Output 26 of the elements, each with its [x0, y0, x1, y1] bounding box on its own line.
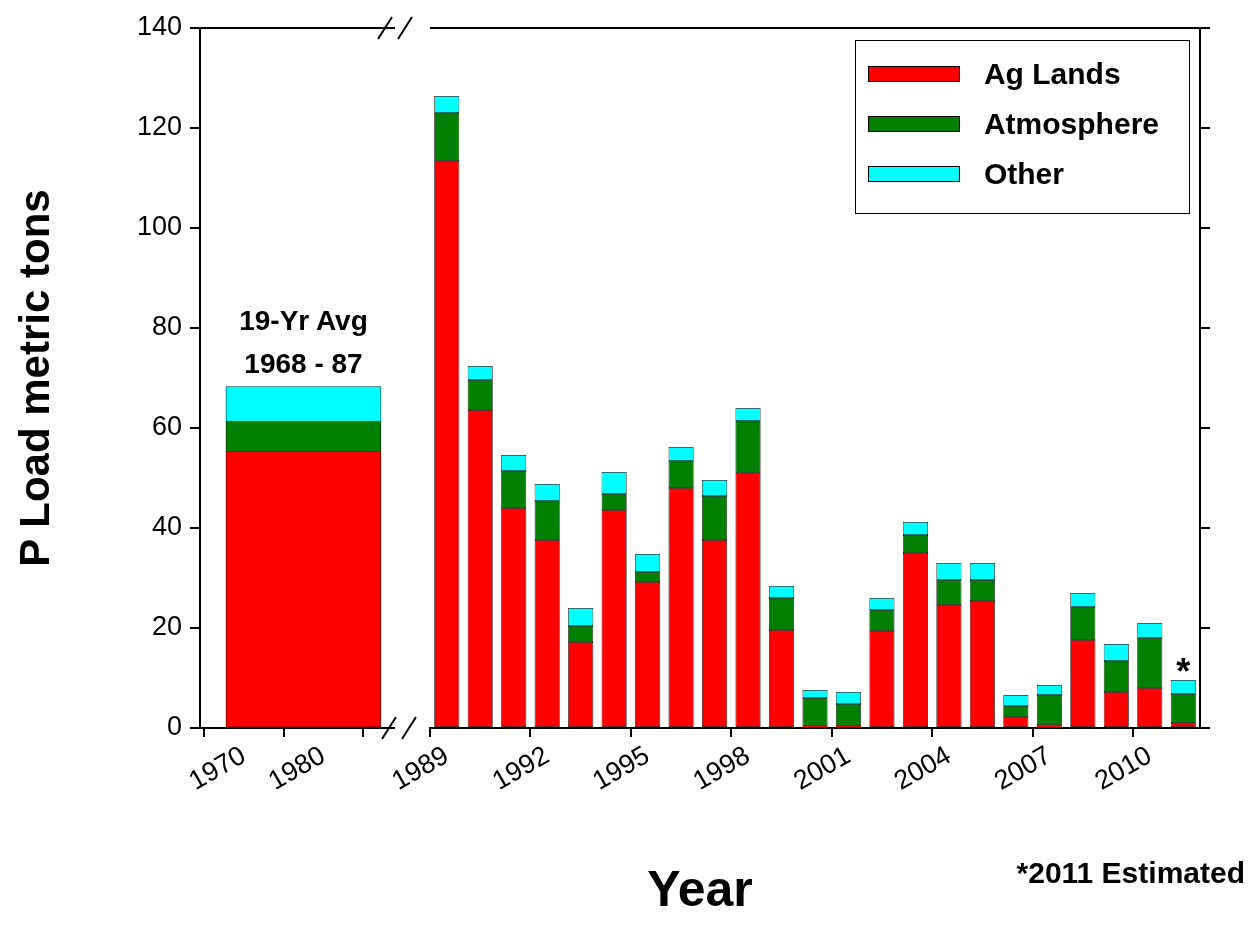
- legend-label: Atmosphere: [983, 107, 1159, 141]
- y-tick-label: 60: [151, 411, 182, 442]
- x-tick-label: 1995: [587, 739, 655, 796]
- x-tick-label: 1992: [486, 739, 554, 796]
- annotation: 19-Yr Avg 1968 - 87: [239, 304, 368, 379]
- x-tick-label: 1980: [263, 739, 331, 796]
- x-tick-label: 1970: [183, 739, 251, 796]
- y-tick-label: 120: [136, 111, 182, 142]
- text: *2011 Estimated: [1016, 856, 1245, 890]
- y-tick-label: 40: [151, 511, 182, 542]
- x-tick-label: 1998: [687, 739, 755, 796]
- x-tick-label: 2001: [788, 739, 856, 796]
- x-tick-label: 2007: [989, 739, 1057, 796]
- y-tick-label: 80: [151, 311, 182, 342]
- y-tick-label: 100: [136, 211, 182, 242]
- y-axis-title: P Load metric tons: [10, 189, 58, 567]
- y-tick-label: 140: [136, 11, 182, 42]
- annotation: *: [1176, 651, 1191, 692]
- y-tick-label: 0: [166, 711, 182, 742]
- legend-label: Other: [983, 157, 1064, 191]
- x-axis-title: Year: [647, 860, 753, 918]
- legend-label: Ag Lands: [983, 57, 1121, 91]
- x-tick-label: 1989: [386, 739, 454, 796]
- x-tick-label: 2004: [888, 739, 956, 796]
- x-tick-label: 2010: [1089, 739, 1157, 796]
- y-tick-label: 20: [151, 611, 182, 642]
